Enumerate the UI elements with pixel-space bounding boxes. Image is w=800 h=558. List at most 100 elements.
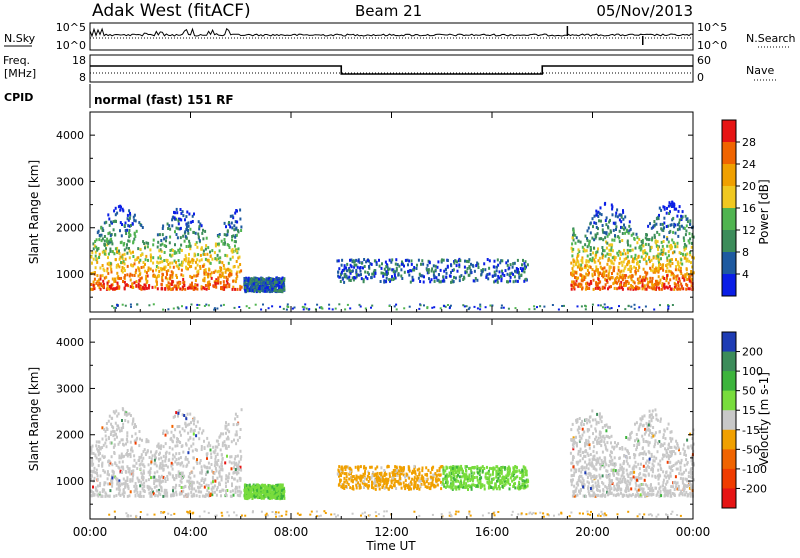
scatter-cell <box>96 261 98 264</box>
scatter-cell <box>161 276 163 279</box>
scatter-cell <box>382 475 384 478</box>
scatter-cell <box>188 447 190 450</box>
scatter-cell <box>652 265 654 268</box>
scatter-cell <box>613 222 615 225</box>
scatter-cell <box>524 270 526 273</box>
scatter-cell <box>131 274 133 277</box>
scatter-cell <box>686 258 688 261</box>
scatter-cell <box>612 282 614 285</box>
scatter-cell <box>620 276 622 279</box>
scatter-cell <box>123 267 125 270</box>
noise-panel <box>90 23 693 50</box>
scatter-cell <box>489 273 491 276</box>
scatter-cell <box>264 490 266 493</box>
scatter-cell <box>260 309 262 311</box>
scatter-cell <box>601 274 603 277</box>
scatter-cell <box>184 218 186 221</box>
scatter-cell <box>229 455 231 458</box>
scatter-cell <box>234 488 236 491</box>
scatter-cell <box>652 287 654 290</box>
scatter-cell <box>522 267 524 270</box>
scatter-cell <box>236 433 238 436</box>
scatter-cell <box>653 220 655 223</box>
scatter-cell <box>124 413 126 416</box>
scatter-cell <box>102 251 104 254</box>
scatter-cell <box>193 475 195 478</box>
scatter-cell <box>418 259 420 262</box>
scatter-cell <box>138 285 140 288</box>
scatter-cell <box>676 245 678 248</box>
scatter-cell <box>512 273 514 276</box>
scatter-cell <box>238 306 240 308</box>
scatter-cell <box>219 475 221 478</box>
scatter-cell <box>594 270 596 273</box>
scatter-cell <box>135 432 137 435</box>
scatter-cell <box>233 439 235 442</box>
scatter-cell <box>136 304 138 306</box>
scatter-cell <box>572 267 574 270</box>
scatter-cell <box>345 485 347 488</box>
scatter-cell <box>539 305 541 307</box>
scatter-cell <box>202 237 204 240</box>
scatter-cell <box>235 442 237 445</box>
scatter-cell <box>98 256 100 259</box>
colorbar-segment <box>722 230 736 253</box>
scatter-cell <box>100 274 102 277</box>
scatter-cell <box>136 485 138 488</box>
scatter-cell <box>162 268 164 271</box>
scatter-cell <box>116 266 118 269</box>
scatter-cell <box>121 471 123 474</box>
scatter-cell <box>611 204 613 207</box>
scatter-cell <box>185 417 187 420</box>
scatter-cell <box>154 471 156 474</box>
scatter-cell <box>96 257 98 260</box>
scatter-cell <box>351 487 353 490</box>
scatter-cell <box>386 273 388 276</box>
scatter-cell <box>99 267 101 270</box>
scatter-cell <box>386 277 388 280</box>
scatter-cell <box>602 267 604 270</box>
scatter-cell <box>195 267 197 270</box>
scatter-cell <box>689 241 691 244</box>
scatter-cell <box>240 229 242 232</box>
scatter-cell <box>203 269 205 272</box>
scatter-cell <box>656 231 658 234</box>
scatter-cell <box>365 467 367 470</box>
scatter-cell <box>625 252 627 255</box>
scatter-cell <box>435 485 437 488</box>
scatter-cell <box>510 276 512 279</box>
scatter-cell <box>202 495 204 498</box>
scatter-cell <box>96 448 98 451</box>
scatter-cell <box>690 261 692 264</box>
scatter-cell <box>134 235 136 238</box>
scatter-cell <box>236 260 238 263</box>
scatter-cell <box>190 445 192 448</box>
scatter-cell <box>599 212 601 215</box>
scatter-cell <box>359 267 361 270</box>
scatter-cell <box>628 225 630 228</box>
scatter-cell <box>261 484 263 487</box>
scatter-cell <box>262 496 264 499</box>
scatter-cell <box>233 494 235 497</box>
scatter-cell <box>512 266 514 269</box>
scatter-cell <box>158 443 160 446</box>
scatter-cell <box>191 471 193 474</box>
scatter-cell <box>225 425 227 428</box>
scatter-cell <box>381 272 383 275</box>
scatter-cell <box>143 476 145 479</box>
scatter-cell <box>223 304 225 306</box>
scatter-cell <box>234 307 236 309</box>
scatter-cell <box>497 281 499 284</box>
scatter-cell <box>245 487 247 490</box>
scatter-cell <box>495 476 497 479</box>
scatter-cell <box>135 494 137 497</box>
scatter-cell <box>613 266 615 269</box>
scatter-cell <box>218 436 220 439</box>
scatter-cell <box>614 234 616 237</box>
scatter-cell <box>594 273 596 276</box>
scatter-cell <box>193 487 195 490</box>
scatter-cell <box>602 238 604 241</box>
scatter-cell <box>347 304 349 306</box>
scatter-cell <box>104 252 106 255</box>
scatter-cell <box>240 469 242 472</box>
